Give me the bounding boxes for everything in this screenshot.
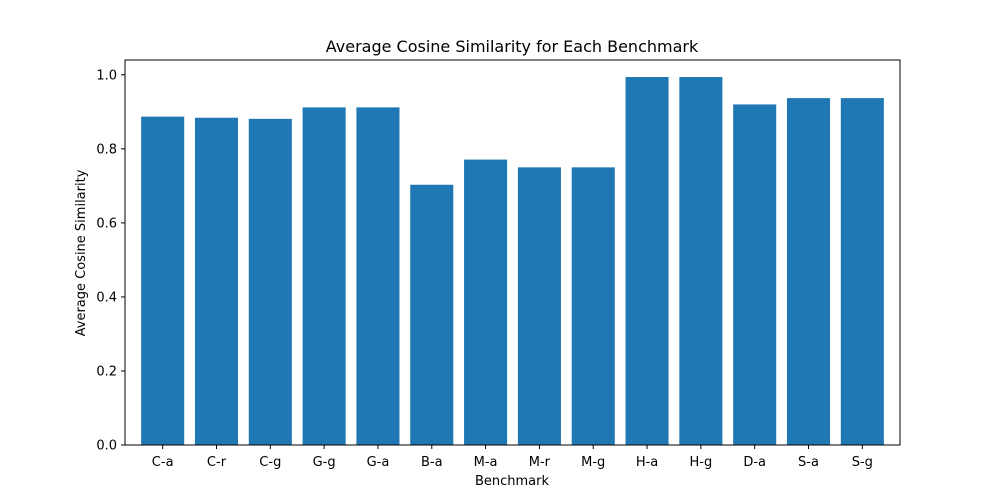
bar-D-a [733, 104, 777, 445]
y-axis: 0.0 0.2 0.4 0.6 0.8 1.0 [96, 68, 125, 454]
x-axis: C-a C-r C-g G-g G-a B-a M-a M-r M-g H-a H-g D-a S-a S… [152, 445, 873, 470]
bar-C-g [248, 118, 292, 445]
bar-M-g [571, 167, 615, 445]
y-tick-label: 0.2 [96, 364, 117, 379]
y-tick-label: 0.0 [96, 439, 117, 454]
bar-M-r [517, 167, 561, 445]
x-axis-label: Benchmark [475, 474, 550, 489]
y-tick-label: 1.0 [96, 68, 117, 83]
x-tick-label: M-a [474, 455, 498, 470]
bar-S-g [840, 98, 884, 445]
x-tick-label: D-a [743, 455, 766, 470]
x-tick-label: C-a [152, 455, 174, 470]
x-tick-label: M-g [581, 455, 605, 470]
x-tick-label: S-a [798, 455, 819, 470]
x-tick-label: H-g [690, 455, 713, 470]
y-tick-label: 0.6 [96, 216, 117, 231]
bar-H-a [625, 77, 669, 446]
x-tick-label: G-g [313, 455, 336, 470]
y-axis-label: Average Cosine Similarity [74, 169, 89, 336]
bar-B-a [410, 184, 454, 445]
x-tick-label: C-g [259, 455, 281, 470]
bar-C-r [194, 117, 239, 445]
x-tick-label: S-g [852, 455, 873, 470]
bar-G-g [302, 107, 346, 445]
bars-group [141, 77, 884, 446]
bar-M-a [464, 159, 508, 445]
x-tick-label: H-a [636, 455, 658, 470]
bar-H-g [679, 77, 723, 446]
x-tick-label: M-r [529, 455, 551, 470]
plot-area-frame [124, 59, 901, 446]
y-tick-label: 0.8 [96, 142, 117, 157]
x-tick-label: G-a [367, 455, 390, 470]
bar-C-a [141, 116, 185, 446]
bar-S-a [786, 98, 831, 445]
x-tick-label: B-a [421, 455, 443, 470]
x-tick-label: C-r [207, 455, 227, 470]
bar-G-a [356, 107, 400, 445]
chart-title: Average Cosine Similarity for Each Bench… [326, 37, 699, 56]
y-tick-label: 0.4 [96, 290, 117, 305]
